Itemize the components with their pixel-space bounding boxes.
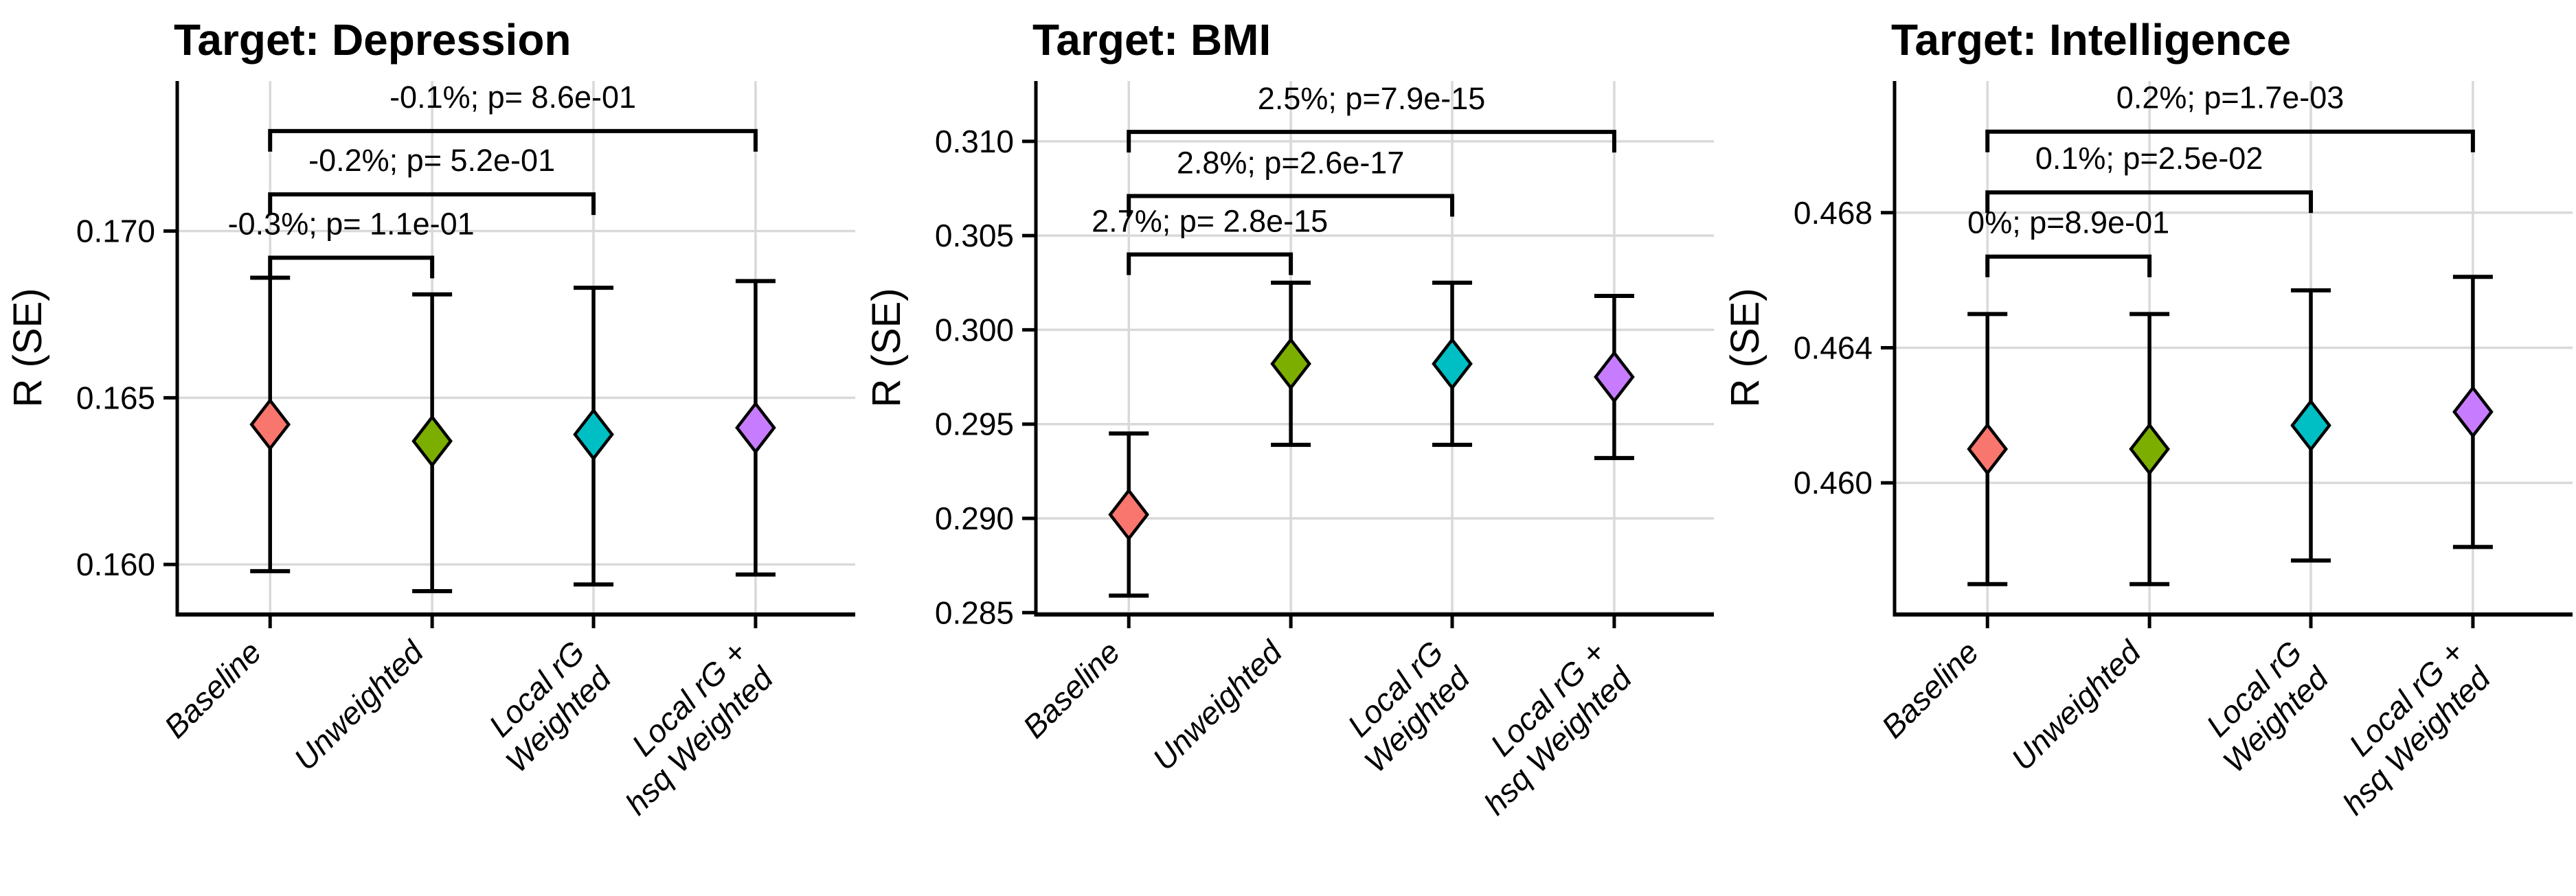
comparison-bracket [268, 255, 435, 279]
y-tick-label: 0.310 [935, 124, 1014, 159]
panel-3: 0.460 0.464 0.468 Baseline Unweighted Local r… [1723, 15, 2573, 822]
panel-1: 0.160 0.165 0.170 Baseline Unweighted Local r… [5, 15, 855, 822]
comparison-label: 0.2%; p=1.7e-03 [2116, 80, 2345, 115]
point-diamond [573, 408, 614, 461]
comparison-label: 0%; p=8.9e-01 [1967, 205, 2169, 240]
x-tick-label: Baseline [1016, 634, 1127, 745]
comparison-bracket [1127, 252, 1293, 275]
y-tick-label: 0.295 [935, 406, 1014, 442]
point-diamond [1270, 337, 1311, 391]
comparison-label: -0.3%; p= 1.1e-01 [228, 206, 475, 241]
point-diamond [2452, 385, 2494, 439]
comparison-label: 0.1%; p=2.5e-02 [2035, 141, 2263, 176]
x-tick-label: Baseline [157, 634, 269, 745]
point-diamond [2129, 422, 2170, 476]
y-tick-label: 0.300 [935, 312, 1014, 347]
y-tick-label: 0.305 [935, 218, 1014, 253]
y-tick-label: 0.160 [76, 547, 155, 582]
comparison-bracket [1985, 254, 2152, 277]
x-tick-label: Local rG +hsq Weighted [1451, 633, 1639, 821]
x-tick-label: Local rG +hsq Weighted [2309, 633, 2498, 821]
y-tick-label: 0.290 [935, 501, 1014, 536]
panel-title: Target: Depression [174, 15, 572, 65]
point-diamond [411, 414, 453, 468]
y-tick-label: 0.170 [76, 214, 155, 249]
x-tick-label: Local rGWeighted [2189, 633, 2336, 779]
comparison-label: 2.8%; p=2.6e-17 [1177, 146, 1405, 181]
point-diamond [1108, 487, 1150, 542]
comparison-label: 2.5%; p=7.9e-15 [1258, 81, 1486, 116]
point-diamond [1594, 350, 1635, 404]
comparison-bracket [1127, 194, 1455, 217]
y-tick-label: 0.460 [1794, 465, 1873, 501]
comparison-bracket [268, 128, 758, 152]
comparison-label: -0.2%; p= 5.2e-01 [308, 143, 555, 178]
x-tick-label: Unweighted [287, 633, 431, 777]
comparison-label: -0.1%; p= 8.6e-01 [389, 80, 636, 115]
panel-title: Target: Intelligence [1891, 15, 2291, 65]
point-diamond [735, 401, 776, 455]
y-tick-label: 0.165 [76, 380, 155, 415]
y-axis-title: R (SE) [1723, 288, 1767, 408]
comparison-label: 2.7%; p= 2.8e-15 [1092, 204, 1328, 239]
y-axis-title: R (SE) [864, 288, 909, 408]
y-tick-label: 0.285 [935, 595, 1014, 630]
panel-title: Target: BMI [1032, 15, 1271, 65]
y-tick-label: 0.464 [1794, 330, 1873, 366]
panel-2: 0.285 0.290 0.295 0.300 0.305 0.310 Baseline Un… [864, 15, 1714, 822]
point-diamond [2290, 398, 2331, 452]
comparison-bracket [1127, 130, 1616, 153]
x-tick-label: Baseline [1875, 634, 1986, 745]
y-axis-title: R (SE) [5, 288, 50, 408]
x-tick-label: Local rG +hsq Weighted [592, 633, 780, 821]
comparison-bracket [268, 192, 596, 216]
comparison-bracket [1985, 190, 2314, 214]
point-diamond [249, 398, 291, 451]
comparison-bracket [1985, 129, 2475, 152]
x-tick-label: Unweighted [2004, 633, 2149, 777]
y-tick-label: 0.468 [1794, 195, 1873, 231]
point-diamond [1967, 422, 2009, 476]
x-tick-label: Local rGWeighted [1331, 633, 1477, 779]
point-diamond [1432, 337, 1473, 391]
x-tick-label: Local rGWeighted [472, 633, 618, 779]
x-tick-label: Unweighted [1146, 633, 1290, 777]
